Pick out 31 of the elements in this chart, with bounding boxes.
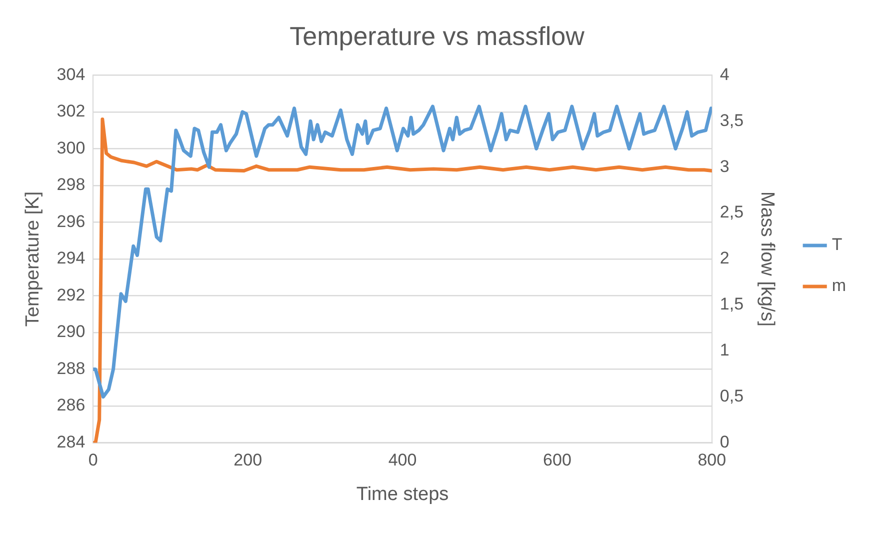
y2-tick-label: 1 bbox=[720, 340, 730, 360]
y-axis-title: Temperature [K] bbox=[22, 191, 44, 327]
legend-label: T bbox=[832, 235, 842, 254]
x-tick-label: 800 bbox=[698, 450, 726, 470]
y-tick-label: 300 bbox=[56, 138, 86, 158]
y2-tick-label: 0 bbox=[720, 432, 730, 452]
x-tick-label: 0 bbox=[88, 450, 98, 470]
y-tick-label: 302 bbox=[56, 102, 86, 121]
y2-tick-label: 4 bbox=[720, 64, 730, 84]
chart-title: Temperature vs massflow bbox=[290, 20, 585, 51]
y-tick-label: 292 bbox=[56, 285, 86, 304]
y2-tick-label: 0,5 bbox=[720, 386, 744, 406]
y2-tick-label: 3 bbox=[720, 156, 730, 176]
y-tick-label: 304 bbox=[56, 64, 86, 84]
y-tick-label: 298 bbox=[56, 175, 86, 194]
y-tick-label: 296 bbox=[56, 212, 86, 231]
y2-tick-label: 2 bbox=[720, 248, 730, 268]
y2-tick-label: 1,5 bbox=[720, 294, 744, 314]
y2-tick-label: 2,5 bbox=[720, 202, 744, 222]
y2-axis-title: Mass flow [kg/s] bbox=[756, 191, 778, 327]
y-tick-label: 286 bbox=[56, 396, 86, 415]
x-tick-label: 600 bbox=[543, 450, 572, 470]
y-tick-label: 290 bbox=[56, 322, 86, 342]
x-tick-label: 400 bbox=[388, 450, 417, 470]
y-tick-label: 284 bbox=[56, 432, 86, 452]
y-tick-label: 294 bbox=[56, 248, 86, 268]
y2-tick-label: 3,5 bbox=[720, 110, 744, 130]
x-tick-label: 200 bbox=[234, 450, 262, 470]
y-tick-label: 288 bbox=[56, 358, 86, 378]
legend-label: m bbox=[832, 276, 846, 296]
x-axis-title: Time steps bbox=[356, 484, 449, 505]
